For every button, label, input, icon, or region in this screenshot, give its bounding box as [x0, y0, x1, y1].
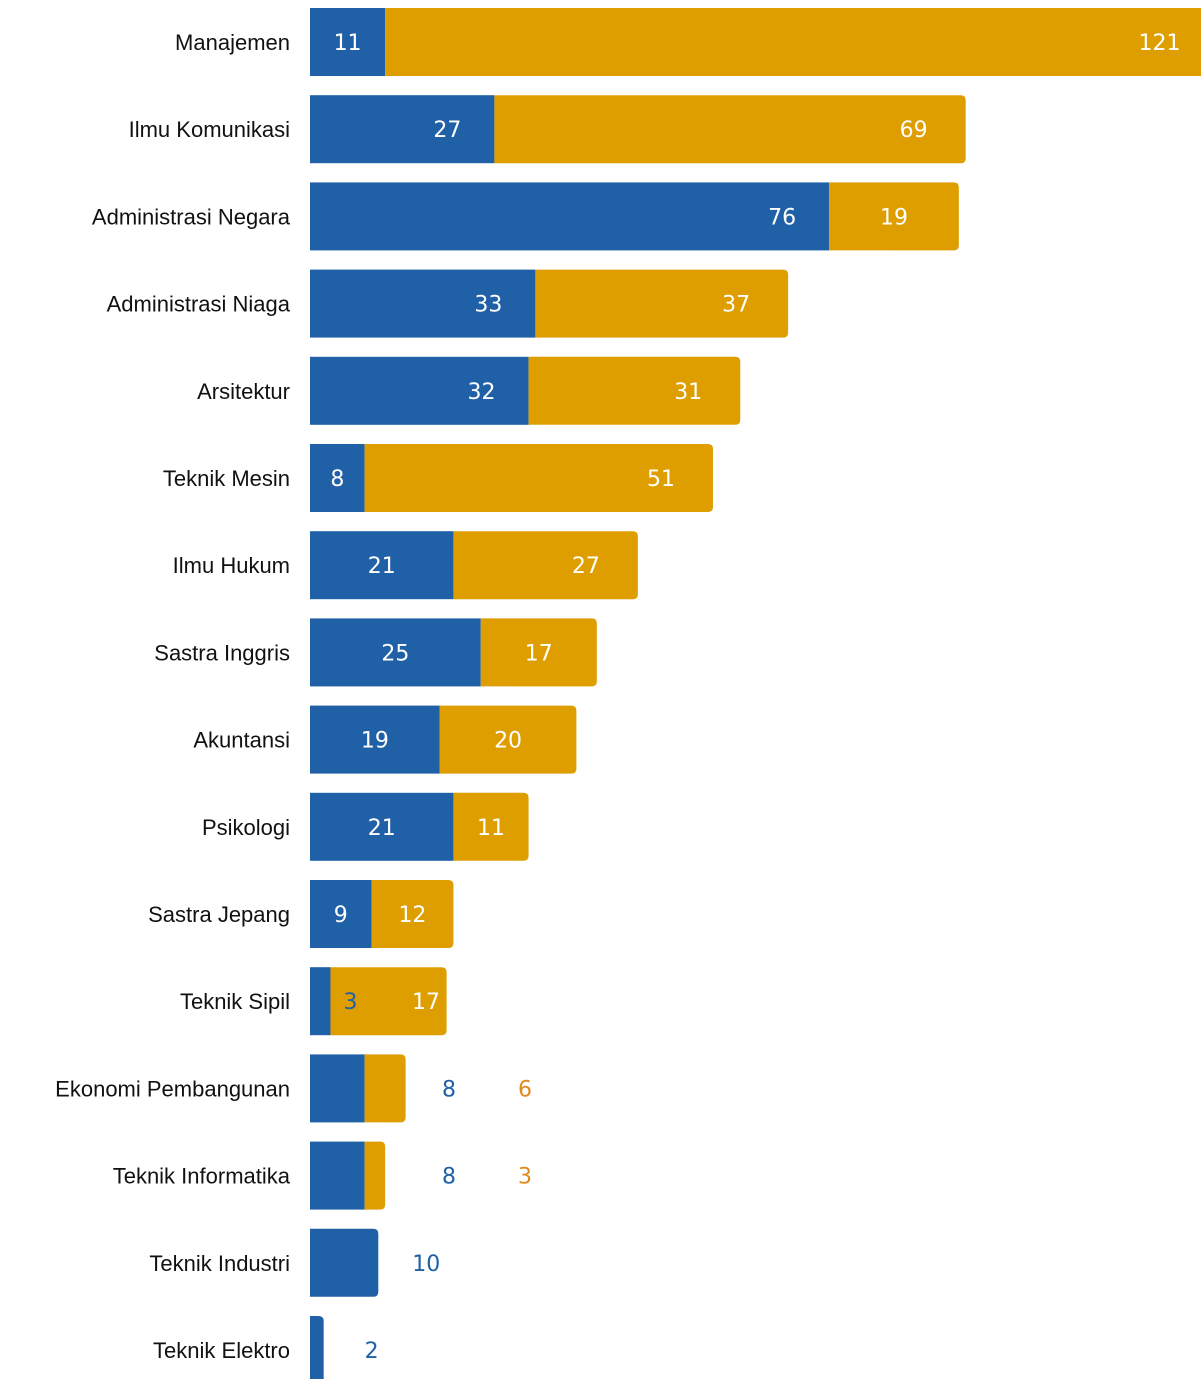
value-label-series-1: 9 [334, 903, 348, 928]
bar-segment-series-2 [453, 792, 529, 861]
value-label-series-1: 33 [474, 293, 502, 318]
category-label: Sastra Jepang [148, 902, 290, 927]
value-label-series-1: 10 [412, 1252, 440, 1277]
category-label: Sastra Inggris [154, 640, 290, 665]
bar-segment-series-2 [371, 880, 454, 948]
bar-segment-series-1 [310, 444, 365, 512]
value-label-series-1: 3 [343, 990, 357, 1015]
bar-segment-series-2 [528, 356, 741, 425]
bar-segment-series-1 [310, 967, 331, 1036]
category-label: Administrasi Negara [92, 204, 291, 229]
value-label-series-1: 27 [433, 118, 461, 143]
value-label-series-2: 6 [518, 1077, 532, 1102]
value-label-series-2: 27 [572, 554, 600, 579]
bar-segment-series-1 [310, 880, 372, 948]
bar-segment-series-1 [310, 531, 454, 600]
bar-segment-series-2 [480, 618, 597, 687]
bar-segment-series-1 [310, 95, 495, 164]
value-label-series-2: 37 [722, 293, 750, 318]
value-label-series-2: 31 [674, 380, 702, 405]
bar-segment-series-1 [310, 8, 386, 76]
category-label: Ekonomi Pembangunan [55, 1076, 290, 1101]
bar-segment-series-1 [310, 1316, 324, 1379]
category-label: Administrasi Niaga [107, 292, 291, 317]
bar-segment-series-2 [385, 8, 1201, 76]
value-label-series-1: 19 [361, 729, 389, 754]
bar-segment-series-1 [310, 269, 536, 338]
value-label-series-2: 121 [1139, 31, 1181, 56]
bar-segment-series-2 [439, 705, 577, 774]
value-label-series-2: 11 [477, 816, 505, 841]
bar-segment-series-2 [494, 95, 966, 164]
bar-segment-series-1 [310, 356, 529, 425]
value-label-series-1: 8 [442, 1077, 456, 1102]
bar-segment-series-1 [310, 1228, 379, 1297]
category-label: Manajemen [175, 30, 290, 55]
category-label: Teknik Mesin [163, 466, 290, 491]
value-label-series-2: 69 [900, 118, 928, 143]
value-label-series-2: 12 [398, 903, 426, 928]
bar-segment-series-2 [535, 269, 789, 338]
bar-segment-series-2 [330, 967, 447, 1036]
value-label-series-2: 51 [647, 467, 675, 492]
value-label-series-1: 21 [368, 816, 396, 841]
category-label: Teknik Informatika [113, 1164, 291, 1189]
value-label-series-1: 25 [381, 641, 409, 666]
value-label-series-1: 76 [768, 205, 796, 230]
bar-segment-series-1 [310, 182, 830, 251]
value-label-series-2: 20 [494, 729, 522, 754]
category-label: Teknik Sipil [180, 989, 290, 1014]
bar-segment-series-2 [364, 444, 713, 512]
bar-segment-series-2 [364, 1141, 386, 1210]
bar-segment-series-1 [310, 618, 481, 687]
bar-segment-series-1 [310, 1054, 365, 1123]
bar-segment-series-2 [453, 531, 638, 600]
category-label: Teknik Elektro [153, 1338, 290, 1363]
value-label-series-1: 32 [468, 380, 496, 405]
value-label-series-1: 21 [368, 554, 396, 579]
category-label: Akuntansi [193, 728, 290, 753]
category-label: Psikologi [202, 815, 290, 840]
category-label: Teknik Industri [149, 1251, 290, 1276]
value-label-series-1: 2 [365, 1339, 379, 1364]
bar-segment-series-1 [310, 1141, 365, 1210]
category-label: Arsitektur [197, 379, 290, 404]
bar-segment-series-2 [364, 1054, 406, 1123]
value-label-series-2: 3 [518, 1165, 532, 1190]
value-label-series-1: 11 [334, 31, 362, 56]
value-label-series-2: 19 [880, 205, 908, 230]
bar-segment-series-2 [829, 182, 959, 251]
bar-segment-series-1 [310, 792, 454, 861]
category-label: Ilmu Komunikasi [129, 117, 290, 142]
value-label-series-2: 17 [525, 641, 553, 666]
value-label-series-1: 8 [442, 1165, 456, 1190]
value-label-series-1: 8 [330, 467, 344, 492]
bar-segment-series-1 [310, 705, 440, 774]
value-label-series-2: 17 [412, 990, 440, 1015]
category-label: Ilmu Hukum [173, 553, 290, 578]
